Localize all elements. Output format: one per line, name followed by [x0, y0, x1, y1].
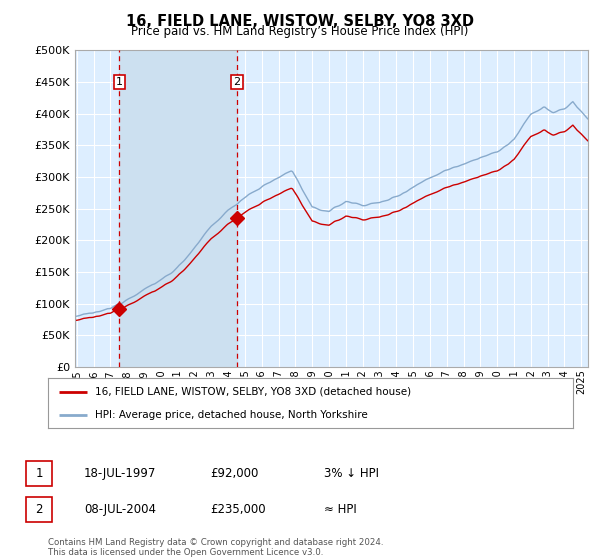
- Text: 08-JUL-2004: 08-JUL-2004: [84, 503, 156, 516]
- Text: 16, FIELD LANE, WISTOW, SELBY, YO8 3XD: 16, FIELD LANE, WISTOW, SELBY, YO8 3XD: [126, 14, 474, 29]
- Text: £235,000: £235,000: [210, 503, 266, 516]
- Text: 18-JUL-1997: 18-JUL-1997: [84, 466, 157, 480]
- Text: Contains HM Land Registry data © Crown copyright and database right 2024.
This d: Contains HM Land Registry data © Crown c…: [48, 538, 383, 557]
- Text: 2: 2: [233, 77, 241, 87]
- Text: ≈ HPI: ≈ HPI: [324, 503, 357, 516]
- Text: 3% ↓ HPI: 3% ↓ HPI: [324, 466, 379, 480]
- Bar: [119, 50, 237, 367]
- Text: Price paid vs. HM Land Registry’s House Price Index (HPI): Price paid vs. HM Land Registry’s House …: [131, 25, 469, 38]
- Text: £92,000: £92,000: [210, 466, 259, 480]
- Text: 1: 1: [116, 77, 123, 87]
- Text: HPI: Average price, detached house, North Yorkshire: HPI: Average price, detached house, Nort…: [95, 410, 368, 420]
- Text: 16, FIELD LANE, WISTOW, SELBY, YO8 3XD (detached house): 16, FIELD LANE, WISTOW, SELBY, YO8 3XD (…: [95, 386, 412, 396]
- Text: 1: 1: [35, 466, 43, 480]
- Text: 2: 2: [35, 503, 43, 516]
